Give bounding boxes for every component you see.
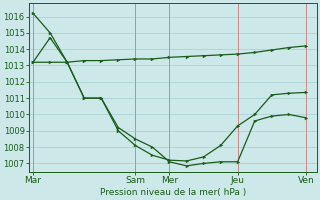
X-axis label: Pression niveau de la mer( hPa ): Pression niveau de la mer( hPa ) [100,188,246,197]
